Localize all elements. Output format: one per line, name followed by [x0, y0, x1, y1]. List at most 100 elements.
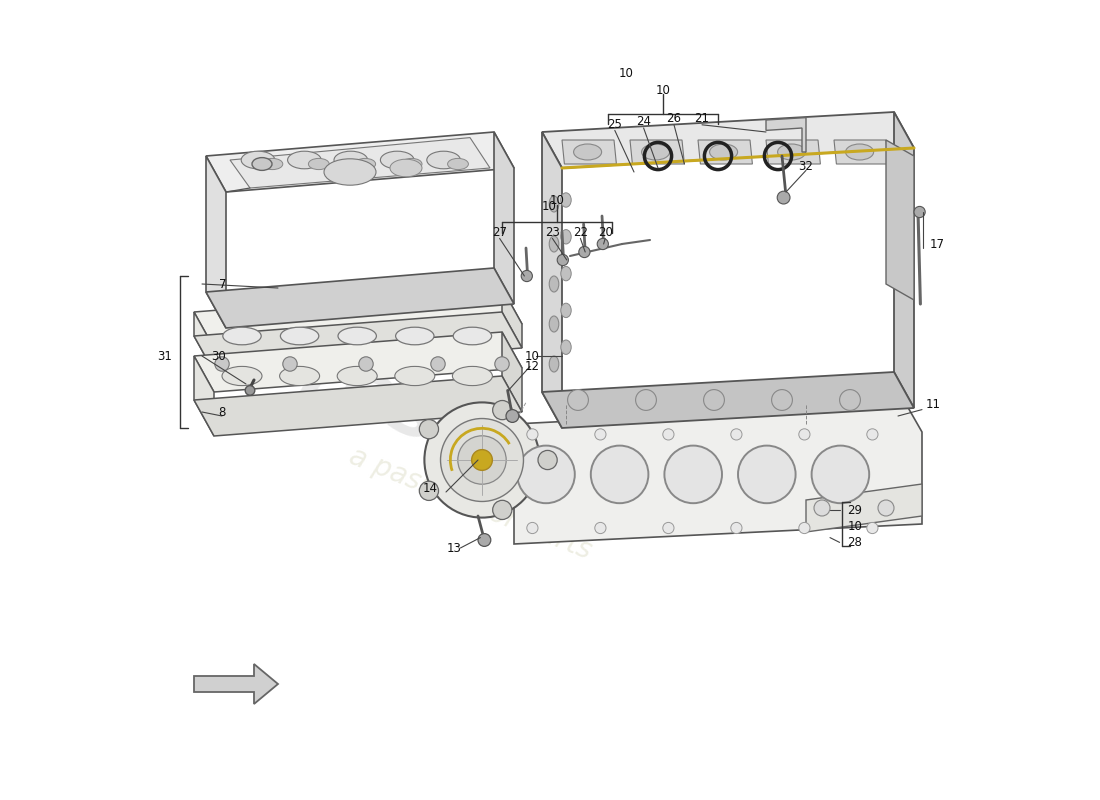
- Circle shape: [636, 390, 657, 410]
- Circle shape: [730, 522, 743, 534]
- Circle shape: [425, 402, 540, 518]
- Polygon shape: [494, 132, 514, 304]
- Text: 14: 14: [424, 482, 438, 494]
- Ellipse shape: [338, 366, 377, 386]
- Text: 10: 10: [542, 200, 557, 213]
- Text: 10: 10: [525, 350, 540, 362]
- Polygon shape: [194, 312, 522, 372]
- Circle shape: [799, 522, 810, 534]
- Text: 30: 30: [211, 350, 226, 362]
- Ellipse shape: [778, 144, 805, 160]
- Text: 8: 8: [219, 406, 225, 418]
- Circle shape: [495, 357, 509, 371]
- Polygon shape: [206, 268, 514, 328]
- Text: 28: 28: [848, 536, 862, 549]
- Ellipse shape: [427, 151, 461, 169]
- Ellipse shape: [549, 196, 559, 212]
- Text: a passion for parts: a passion for parts: [344, 442, 595, 566]
- Circle shape: [478, 534, 491, 546]
- Ellipse shape: [846, 144, 873, 160]
- Circle shape: [419, 419, 439, 438]
- Polygon shape: [698, 140, 752, 164]
- Ellipse shape: [355, 158, 375, 170]
- Ellipse shape: [262, 158, 283, 170]
- Polygon shape: [542, 132, 562, 428]
- Circle shape: [878, 500, 894, 516]
- Circle shape: [730, 429, 743, 440]
- Circle shape: [521, 270, 532, 282]
- Circle shape: [440, 418, 524, 502]
- Polygon shape: [886, 140, 914, 300]
- Circle shape: [458, 436, 506, 484]
- Polygon shape: [502, 332, 522, 412]
- Ellipse shape: [549, 316, 559, 332]
- Circle shape: [771, 390, 792, 410]
- Ellipse shape: [252, 158, 272, 170]
- Text: 17: 17: [930, 238, 945, 250]
- Ellipse shape: [453, 327, 492, 345]
- Circle shape: [914, 206, 925, 218]
- Polygon shape: [194, 664, 278, 704]
- Circle shape: [595, 522, 606, 534]
- Polygon shape: [502, 288, 522, 348]
- Circle shape: [431, 357, 446, 371]
- Circle shape: [493, 500, 512, 519]
- Text: 26: 26: [667, 112, 682, 125]
- Circle shape: [568, 390, 588, 410]
- Text: 31: 31: [157, 350, 173, 362]
- Polygon shape: [806, 484, 922, 532]
- Circle shape: [538, 450, 558, 470]
- Text: 10: 10: [618, 67, 634, 80]
- Polygon shape: [194, 312, 214, 372]
- Circle shape: [664, 446, 722, 503]
- Ellipse shape: [308, 158, 329, 170]
- Text: 22: 22: [573, 226, 587, 238]
- Circle shape: [799, 429, 810, 440]
- Text: eurospares: eurospares: [187, 293, 689, 555]
- Polygon shape: [766, 140, 821, 164]
- Circle shape: [214, 357, 229, 371]
- Ellipse shape: [561, 303, 571, 318]
- Polygon shape: [894, 112, 914, 408]
- Text: 7: 7: [219, 278, 225, 290]
- Polygon shape: [630, 140, 684, 164]
- Circle shape: [591, 446, 648, 503]
- Ellipse shape: [561, 340, 571, 354]
- Text: 10: 10: [549, 194, 564, 207]
- Circle shape: [283, 357, 297, 371]
- Ellipse shape: [573, 144, 602, 160]
- Text: 10: 10: [656, 84, 670, 97]
- Polygon shape: [194, 288, 522, 348]
- Ellipse shape: [390, 159, 422, 177]
- Circle shape: [245, 386, 255, 395]
- Polygon shape: [206, 132, 514, 192]
- Text: 25: 25: [607, 118, 623, 130]
- Ellipse shape: [223, 327, 261, 345]
- Polygon shape: [206, 156, 225, 328]
- Circle shape: [867, 522, 878, 534]
- Circle shape: [517, 446, 575, 503]
- Polygon shape: [562, 140, 616, 164]
- Circle shape: [867, 429, 878, 440]
- Text: 32: 32: [798, 160, 813, 173]
- Circle shape: [527, 429, 538, 440]
- Text: 24: 24: [636, 115, 651, 128]
- Ellipse shape: [280, 327, 319, 345]
- Circle shape: [493, 401, 512, 420]
- Ellipse shape: [549, 276, 559, 292]
- Circle shape: [663, 429, 674, 440]
- Ellipse shape: [710, 144, 738, 160]
- Polygon shape: [194, 376, 522, 436]
- Text: 12: 12: [525, 360, 540, 373]
- Ellipse shape: [395, 366, 434, 386]
- Text: 10: 10: [848, 520, 862, 533]
- Text: 29: 29: [848, 504, 862, 517]
- Ellipse shape: [549, 236, 559, 252]
- Text: 20: 20: [597, 226, 613, 238]
- Polygon shape: [514, 404, 922, 544]
- Ellipse shape: [641, 144, 670, 160]
- Circle shape: [778, 191, 790, 204]
- Circle shape: [597, 238, 608, 250]
- Circle shape: [527, 522, 538, 534]
- Circle shape: [814, 500, 830, 516]
